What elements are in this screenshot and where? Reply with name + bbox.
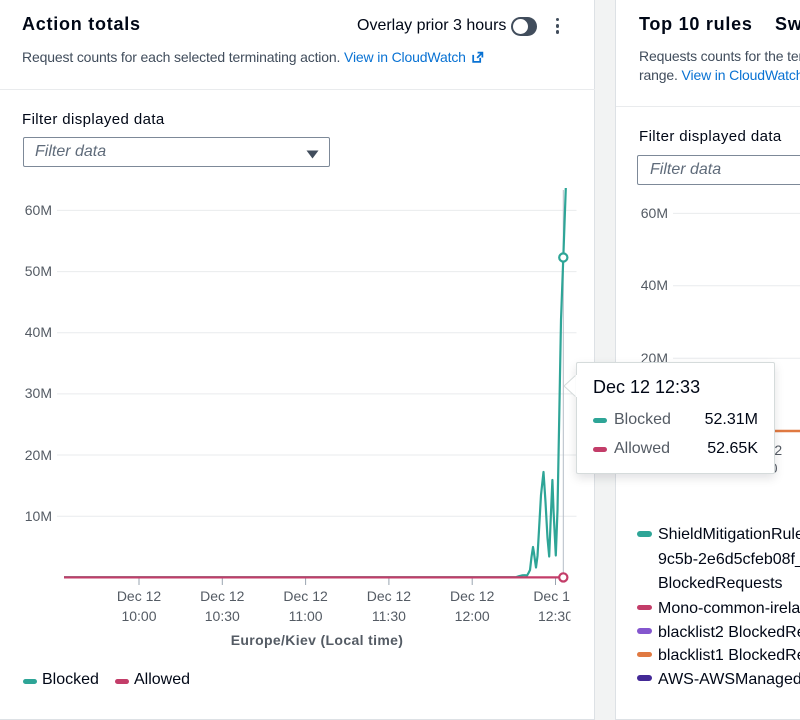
- svg-text:10:30: 10:30: [205, 608, 240, 624]
- svg-text:11:00: 11:00: [289, 608, 323, 624]
- svg-text:60M: 60M: [25, 202, 52, 218]
- svg-text:10:00: 10:00: [121, 608, 156, 624]
- svg-text:Dec 12: Dec 12: [117, 588, 162, 604]
- svg-text:10M: 10M: [25, 508, 52, 524]
- svg-text:50M: 50M: [25, 263, 52, 279]
- svg-text:40M: 40M: [25, 324, 52, 340]
- svg-text:12:30: 12:30: [538, 608, 573, 624]
- svg-text:Dec 12: Dec 12: [450, 588, 495, 604]
- svg-text:12:00: 12:00: [455, 608, 490, 624]
- svg-text:40M: 40M: [641, 277, 668, 293]
- svg-text:11:30: 11:30: [372, 608, 406, 624]
- svg-text:Dec 12: Dec 12: [283, 588, 328, 604]
- svg-text:30M: 30M: [25, 385, 52, 401]
- svg-text:Dec 12: Dec 12: [367, 588, 412, 604]
- svg-text:Dec 12: Dec 12: [533, 588, 578, 604]
- svg-text:60M: 60M: [641, 205, 668, 221]
- svg-text:Europe/Kiev (Local time): Europe/Kiev (Local time): [231, 632, 404, 648]
- svg-text:20M: 20M: [25, 447, 52, 463]
- svg-text:Dec 12: Dec 12: [200, 588, 245, 604]
